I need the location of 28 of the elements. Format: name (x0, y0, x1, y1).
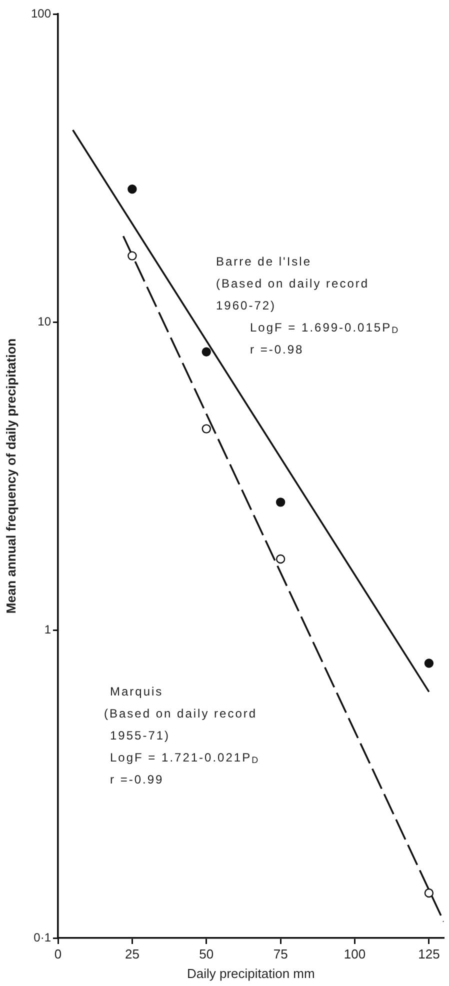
point (276, 554, 286, 564)
x-tick-label: 100 (344, 946, 366, 962)
y-tick-label: 100 (30, 6, 52, 20)
annotation: (Based on daily record (216, 276, 370, 290)
annotation: (Based on daily record (104, 706, 258, 720)
point (424, 888, 434, 898)
y-tick-label: 1 (44, 622, 52, 636)
annotation: 1960-72) (216, 298, 276, 312)
annotation: r =-0.99 (110, 772, 164, 786)
y-axis-title: Mean annual frequency of daily precipitation (3, 338, 18, 614)
x-tick-label: 0 (54, 946, 62, 962)
point (128, 251, 137, 260)
annotation: 1955-71) (110, 728, 170, 742)
point (276, 498, 286, 507)
x-tick-label: 50 (199, 946, 214, 962)
x-tick-label: 25 (124, 946, 140, 962)
x-axis-title: Daily precipitation mm (186, 966, 315, 981)
y-tick-label: 10 (38, 314, 52, 328)
point (202, 347, 211, 356)
point (128, 184, 137, 194)
annotation: r =-0.98 (250, 342, 304, 356)
x-tick-label: 125 (418, 946, 440, 962)
point (424, 658, 434, 668)
annotation: Barre de l'Isle (216, 254, 312, 268)
point (202, 424, 211, 434)
y-tick-label: 0·1 (34, 930, 52, 944)
x-tick-label: 75 (273, 946, 288, 962)
annotation: Marquis (110, 684, 164, 698)
